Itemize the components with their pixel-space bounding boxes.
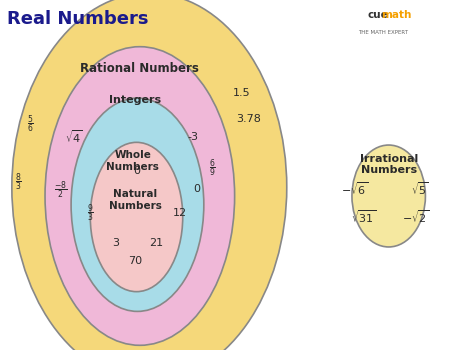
Ellipse shape bbox=[71, 98, 204, 312]
Text: $-\sqrt{6}$: $-\sqrt{6}$ bbox=[341, 181, 368, 197]
Text: 70: 70 bbox=[128, 256, 142, 266]
Text: $\frac{-8}{2}$: $\frac{-8}{2}$ bbox=[54, 180, 67, 202]
Text: -3: -3 bbox=[188, 132, 199, 141]
Ellipse shape bbox=[12, 0, 287, 350]
Text: $\frac{6}{9}$: $\frac{6}{9}$ bbox=[209, 157, 216, 179]
Text: $\sqrt{31}$: $\sqrt{31}$ bbox=[351, 209, 375, 225]
Text: Whole
Numbers: Whole Numbers bbox=[106, 150, 159, 172]
Text: 1.5: 1.5 bbox=[233, 88, 251, 98]
Text: $\sqrt{5}$: $\sqrt{5}$ bbox=[411, 181, 429, 197]
Text: 3: 3 bbox=[113, 238, 119, 248]
Text: $-\sqrt{2}$: $-\sqrt{2}$ bbox=[401, 209, 429, 225]
Text: 0: 0 bbox=[193, 184, 200, 194]
Text: 3.78: 3.78 bbox=[237, 114, 261, 124]
Text: Integers: Integers bbox=[109, 95, 161, 105]
Text: THE MATH EXPERT: THE MATH EXPERT bbox=[358, 30, 408, 35]
Text: Rational Numbers: Rational Numbers bbox=[81, 62, 199, 75]
Text: $\frac{8}{3}$: $\frac{8}{3}$ bbox=[16, 171, 22, 193]
Text: Natural
Numbers: Natural Numbers bbox=[109, 189, 162, 211]
Text: Real Numbers: Real Numbers bbox=[7, 10, 149, 28]
Text: 21: 21 bbox=[149, 238, 164, 248]
Text: $\sqrt{4}$: $\sqrt{4}$ bbox=[64, 128, 82, 145]
Text: 12: 12 bbox=[173, 209, 187, 218]
Text: $\frac{5}{6}$: $\frac{5}{6}$ bbox=[27, 113, 34, 135]
Ellipse shape bbox=[45, 47, 235, 345]
Text: Irrational
Numbers: Irrational Numbers bbox=[360, 154, 418, 175]
Text: math: math bbox=[382, 10, 412, 21]
Ellipse shape bbox=[352, 145, 425, 247]
Text: cue: cue bbox=[367, 10, 388, 21]
Text: $\frac{9}{3}$: $\frac{9}{3}$ bbox=[87, 203, 93, 224]
Text: 0: 0 bbox=[133, 167, 140, 176]
Ellipse shape bbox=[90, 142, 182, 292]
